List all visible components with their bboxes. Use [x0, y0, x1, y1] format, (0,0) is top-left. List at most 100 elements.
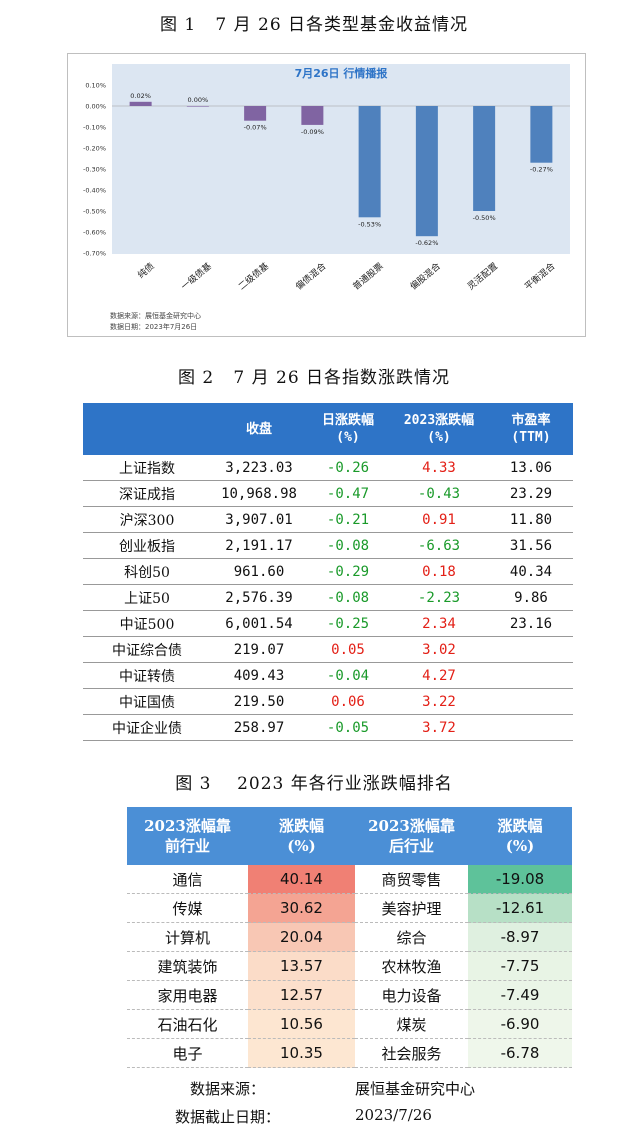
ranking-header-line: 2023涨幅靠 — [368, 817, 455, 835]
figure-2-caption: 图 2 7 月 26 日各指数涨跌情况 — [177, 368, 451, 388]
year-change: 2.34 — [389, 610, 489, 637]
category-label: 平衡混合 — [522, 260, 557, 292]
year-change: 4.33 — [389, 455, 489, 481]
date-label: 数据截止日期： — [175, 1108, 281, 1126]
ranking-header-2: 2023涨幅靠 后行业 — [355, 807, 468, 865]
close-value: 219.50 — [211, 688, 307, 715]
index-name: 中证企业债 — [83, 714, 211, 741]
y-tick-label: -0.70% — [83, 250, 106, 258]
ranking-header-3: 涨跌幅 (%) — [468, 807, 572, 865]
y-tick-label: 0.10% — [85, 82, 106, 90]
y-tick-label: 0.00% — [85, 103, 106, 111]
top-industry: 建筑装饰 — [127, 951, 248, 981]
data-label: -0.27% — [530, 166, 553, 174]
data-label: -0.09% — [301, 128, 324, 136]
pe-value: 40.34 — [489, 558, 573, 585]
index-header-line: (%) — [427, 430, 451, 445]
y-tick-label: -0.20% — [83, 145, 106, 153]
close-value: 409.43 — [211, 662, 307, 689]
top-change: 12.57 — [248, 980, 355, 1010]
top-change: 30.62 — [248, 893, 355, 923]
top-change: 10.35 — [248, 1038, 355, 1068]
bottom-industry: 农林牧渔 — [355, 951, 468, 981]
year-change: 3.22 — [389, 688, 489, 715]
day-change: -0.29 — [307, 558, 389, 585]
table-row: 科创50 961.60 -0.29 0.18 40.34 — [83, 558, 573, 585]
data-label: -0.50% — [473, 214, 496, 222]
data-label: -0.53% — [358, 220, 381, 228]
index-name: 上证50 — [83, 584, 211, 611]
day-change: 0.06 — [307, 688, 389, 715]
index-header-4: 市盈率 (TTM) — [489, 403, 573, 455]
pe-value: 9.86 — [489, 584, 573, 611]
index-name: 科创50 — [83, 558, 211, 585]
table-row: 上证50 2,576.39 -0.08 -2.23 9.86 — [83, 584, 573, 611]
index-table: 收盘 日涨跌幅 (%) 2023涨跌幅 (%) 市盈率 (TTM) 上证指数 3,223.03… — [83, 403, 573, 741]
year-change: 4.27 — [389, 662, 489, 689]
bottom-change: -12.61 — [468, 893, 572, 923]
index-header-1: 收盘 — [211, 403, 307, 455]
bar-1 — [186, 106, 209, 107]
top-industry: 电子 — [127, 1038, 248, 1068]
index-header-3: 2023涨跌幅 (%) — [389, 403, 489, 455]
category-label: 偏股混合 — [408, 260, 443, 292]
industry-ranking-table: 2023涨幅靠 前行业 涨跌幅 (%) 2023涨幅靠 后行业 涨跌幅 (%) 通信 40.14… — [127, 807, 572, 1068]
table-row: 建筑装饰 13.57 农林牧渔 -7.75 — [127, 951, 572, 981]
category-label: 灵活配置 — [465, 260, 500, 292]
bottom-change: -7.75 — [468, 951, 572, 981]
table-row: 中证综合债 219.07 0.05 3.02 — [83, 636, 573, 663]
table-row: 中证500 6,001.54 -0.25 2.34 23.16 — [83, 610, 573, 637]
day-change: -0.08 — [307, 584, 389, 611]
index-name: 沪深300 — [83, 506, 211, 533]
bottom-change: -6.78 — [468, 1038, 572, 1068]
index-name: 创业板指 — [83, 532, 211, 559]
plot-background — [112, 64, 570, 254]
chart-title: 7月26日 行情播报 — [295, 66, 389, 80]
ranking-header-line: 2023涨幅靠 — [144, 817, 231, 835]
category-label: 二级债基 — [236, 260, 271, 292]
bottom-industry: 社会服务 — [355, 1038, 468, 1068]
table-row: 电子 10.35 社会服务 -6.78 — [127, 1038, 572, 1068]
close-value: 258.97 — [211, 714, 307, 741]
top-industry: 石油石化 — [127, 1009, 248, 1039]
bar-2 — [244, 106, 267, 121]
table-row: 传媒 30.62 美容护理 -12.61 — [127, 893, 572, 923]
pe-value: 23.29 — [489, 480, 573, 507]
ranking-header-line: 涨跌幅 — [278, 817, 324, 835]
index-header-line: 收盘 — [245, 421, 272, 437]
day-change: -0.26 — [307, 455, 389, 481]
bottom-industry: 商贸零售 — [355, 865, 468, 894]
year-change: -6.63 — [389, 532, 489, 559]
day-change: -0.21 — [307, 506, 389, 533]
pe-value — [489, 636, 573, 663]
pe-value: 23.16 — [489, 610, 573, 637]
ranking-header-line: (%) — [287, 837, 316, 855]
ranking-header-line: 涨跌幅 — [497, 817, 543, 835]
data-label: -0.07% — [244, 124, 267, 132]
top-industry: 计算机 — [127, 922, 248, 952]
day-change: -0.08 — [307, 532, 389, 559]
table-row: 中证企业债 258.97 -0.05 3.72 — [83, 714, 573, 741]
day-change: -0.47 — [307, 480, 389, 507]
top-industry: 通信 — [127, 865, 248, 894]
top-change: 10.56 — [248, 1009, 355, 1039]
ranking-header-1: 涨跌幅 (%) — [248, 807, 355, 865]
close-value: 3,907.01 — [211, 506, 307, 533]
table-row: 沪深300 3,907.01 -0.21 0.91 11.80 — [83, 506, 573, 533]
bottom-industry: 电力设备 — [355, 980, 468, 1010]
pe-value: 31.56 — [489, 532, 573, 559]
ranking-header-line: 前行业 — [164, 837, 210, 855]
pe-value — [489, 688, 573, 715]
bar-4 — [358, 106, 381, 218]
fund-returns-chart: 7月26日 行情播报 0.10% 0.00% -0.10% -0.20% -0.30% -0… — [67, 53, 586, 337]
date-value: 2023/7/26 — [355, 1106, 432, 1124]
table-row: 家用电器 12.57 电力设备 -7.49 — [127, 980, 572, 1010]
year-change: 3.72 — [389, 714, 489, 741]
bar-5 — [415, 106, 438, 237]
ranking-header-0: 2023涨幅靠 前行业 — [127, 807, 248, 865]
figure-3-caption: 图 3 2023 年各行业涨跌幅排名 — [175, 774, 453, 794]
category-label: 偏债混合 — [293, 260, 328, 292]
top-change: 13.57 — [248, 951, 355, 981]
top-industry: 传媒 — [127, 893, 248, 923]
bottom-industry: 煤炭 — [355, 1009, 468, 1039]
